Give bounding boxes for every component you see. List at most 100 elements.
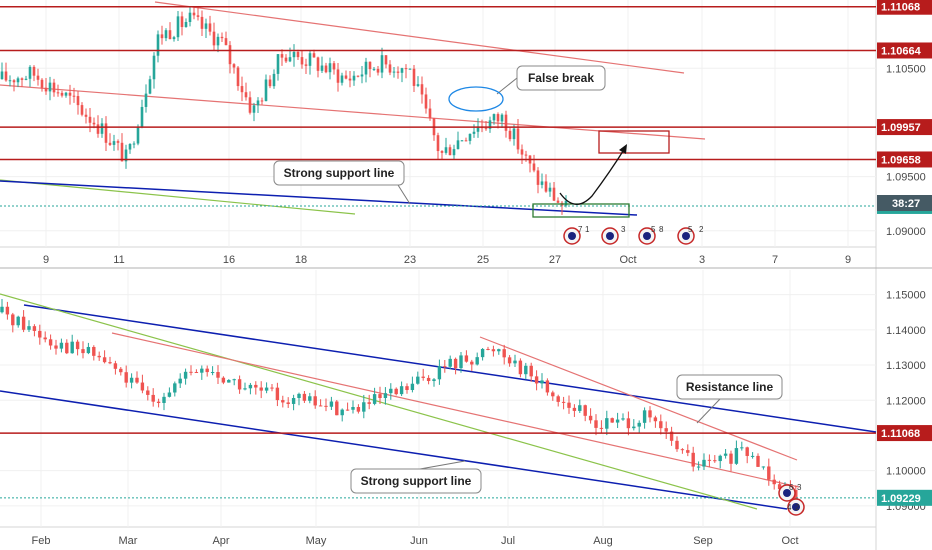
candle-body bbox=[416, 84, 420, 86]
candle-body bbox=[340, 409, 344, 416]
candle-body bbox=[615, 419, 620, 423]
candle-body bbox=[384, 55, 388, 65]
candle-body bbox=[144, 93, 148, 107]
candle-body bbox=[336, 69, 340, 83]
candle-body bbox=[416, 376, 420, 384]
candle-body bbox=[168, 30, 172, 40]
candle-body bbox=[713, 460, 717, 462]
candle-body bbox=[440, 151, 444, 153]
candle-body bbox=[761, 466, 766, 468]
candle-body bbox=[276, 54, 280, 74]
candle-body bbox=[236, 67, 240, 87]
candle-body bbox=[437, 366, 442, 380]
candle-body bbox=[308, 53, 312, 66]
x-tick-label: 9 bbox=[43, 254, 49, 266]
candle-body bbox=[588, 415, 593, 421]
candle-body bbox=[516, 128, 520, 150]
candle-body bbox=[448, 147, 452, 156]
candle-body bbox=[507, 357, 512, 364]
candle-body bbox=[151, 394, 155, 402]
candle-body bbox=[48, 82, 52, 92]
candle-body bbox=[68, 92, 72, 96]
candle-body bbox=[348, 78, 352, 81]
candle-body bbox=[81, 349, 85, 354]
candle-body bbox=[216, 372, 220, 378]
candle-body bbox=[135, 377, 139, 383]
candle-body bbox=[691, 452, 695, 467]
candle-body bbox=[281, 400, 285, 403]
candle-body bbox=[140, 106, 144, 128]
candle-body bbox=[545, 380, 550, 393]
event-count-label: 2 bbox=[795, 503, 800, 512]
event-count-label: 5 bbox=[688, 225, 693, 234]
candle-body bbox=[221, 377, 226, 383]
strong-support-line bbox=[0, 180, 638, 216]
annotation-box[interactable] bbox=[273, 160, 405, 186]
event-count-label: 2 bbox=[699, 225, 704, 234]
candle-body bbox=[664, 428, 668, 432]
candle-body bbox=[196, 15, 200, 17]
candle-body bbox=[38, 330, 42, 338]
candle-body bbox=[132, 143, 136, 145]
price-tag-bg bbox=[877, 119, 932, 136]
candle-body bbox=[16, 316, 20, 326]
bottom-panel[interactable]: Feb Mar Apr May Jun Jul Aug Sep Oct 1.15000 1.1400… bbox=[0, 270, 932, 547]
price-tag-label: 1.11068 bbox=[881, 428, 920, 440]
candle-body bbox=[448, 358, 452, 367]
annotation-box[interactable] bbox=[676, 374, 783, 400]
candle-body bbox=[189, 371, 193, 373]
candle-body bbox=[399, 386, 404, 395]
candle-body bbox=[475, 357, 479, 365]
candle-body bbox=[723, 453, 728, 456]
descending-channel-line bbox=[111, 332, 800, 488]
candle-body bbox=[345, 409, 350, 411]
price-tag-label: 1.09229 bbox=[881, 493, 921, 505]
candle-body bbox=[76, 96, 80, 106]
candle-body bbox=[488, 120, 492, 129]
candle-body bbox=[0, 71, 4, 80]
candle-body bbox=[54, 345, 58, 349]
y-tick-label: 1.12000 bbox=[886, 395, 926, 407]
candle-body bbox=[364, 61, 368, 75]
candle-body bbox=[316, 57, 320, 71]
event-flag-icon-inner bbox=[792, 503, 800, 511]
x-tick-label: Mar bbox=[119, 535, 138, 547]
price-tag-bg bbox=[877, 42, 932, 59]
x-tick-label: Oct bbox=[619, 254, 636, 266]
candle-body bbox=[532, 163, 536, 171]
candle-body bbox=[452, 149, 456, 156]
candle-body bbox=[194, 372, 199, 374]
candle-body bbox=[500, 114, 504, 122]
candle-body bbox=[308, 396, 312, 401]
candle-body bbox=[324, 65, 328, 73]
candle-body bbox=[356, 407, 361, 412]
candle-body bbox=[84, 114, 88, 117]
top-panel[interactable]: 9 11 16 18 23 25 27 Oct 3 7 91.105001.095001.09000… bbox=[0, 0, 932, 266]
candle-body bbox=[729, 453, 733, 464]
candle-body bbox=[344, 75, 348, 79]
event-count-label: 8 bbox=[659, 225, 664, 234]
candle-body bbox=[136, 127, 140, 144]
annotation-box[interactable] bbox=[350, 468, 482, 494]
price-tag-label: 1.11068 bbox=[881, 2, 920, 14]
candle-body bbox=[313, 396, 317, 406]
candle-body bbox=[280, 54, 284, 58]
candle-body bbox=[632, 426, 636, 429]
candle-body bbox=[536, 170, 540, 185]
candle-body bbox=[524, 365, 528, 375]
candle-body bbox=[642, 410, 647, 423]
price-level-tag: 1.10664 bbox=[877, 42, 932, 59]
candle-body bbox=[244, 92, 248, 98]
candle-body bbox=[356, 75, 360, 77]
candle-body bbox=[5, 306, 10, 315]
candle-body bbox=[272, 73, 276, 87]
annotation-box[interactable] bbox=[516, 65, 606, 91]
candle-body bbox=[470, 361, 474, 365]
candle-body bbox=[626, 418, 631, 429]
candle-body bbox=[302, 393, 307, 401]
candle-body bbox=[392, 71, 396, 73]
y-tick-label: 1.14000 bbox=[886, 325, 926, 337]
candle-body bbox=[112, 141, 116, 145]
candle-body bbox=[548, 187, 552, 192]
